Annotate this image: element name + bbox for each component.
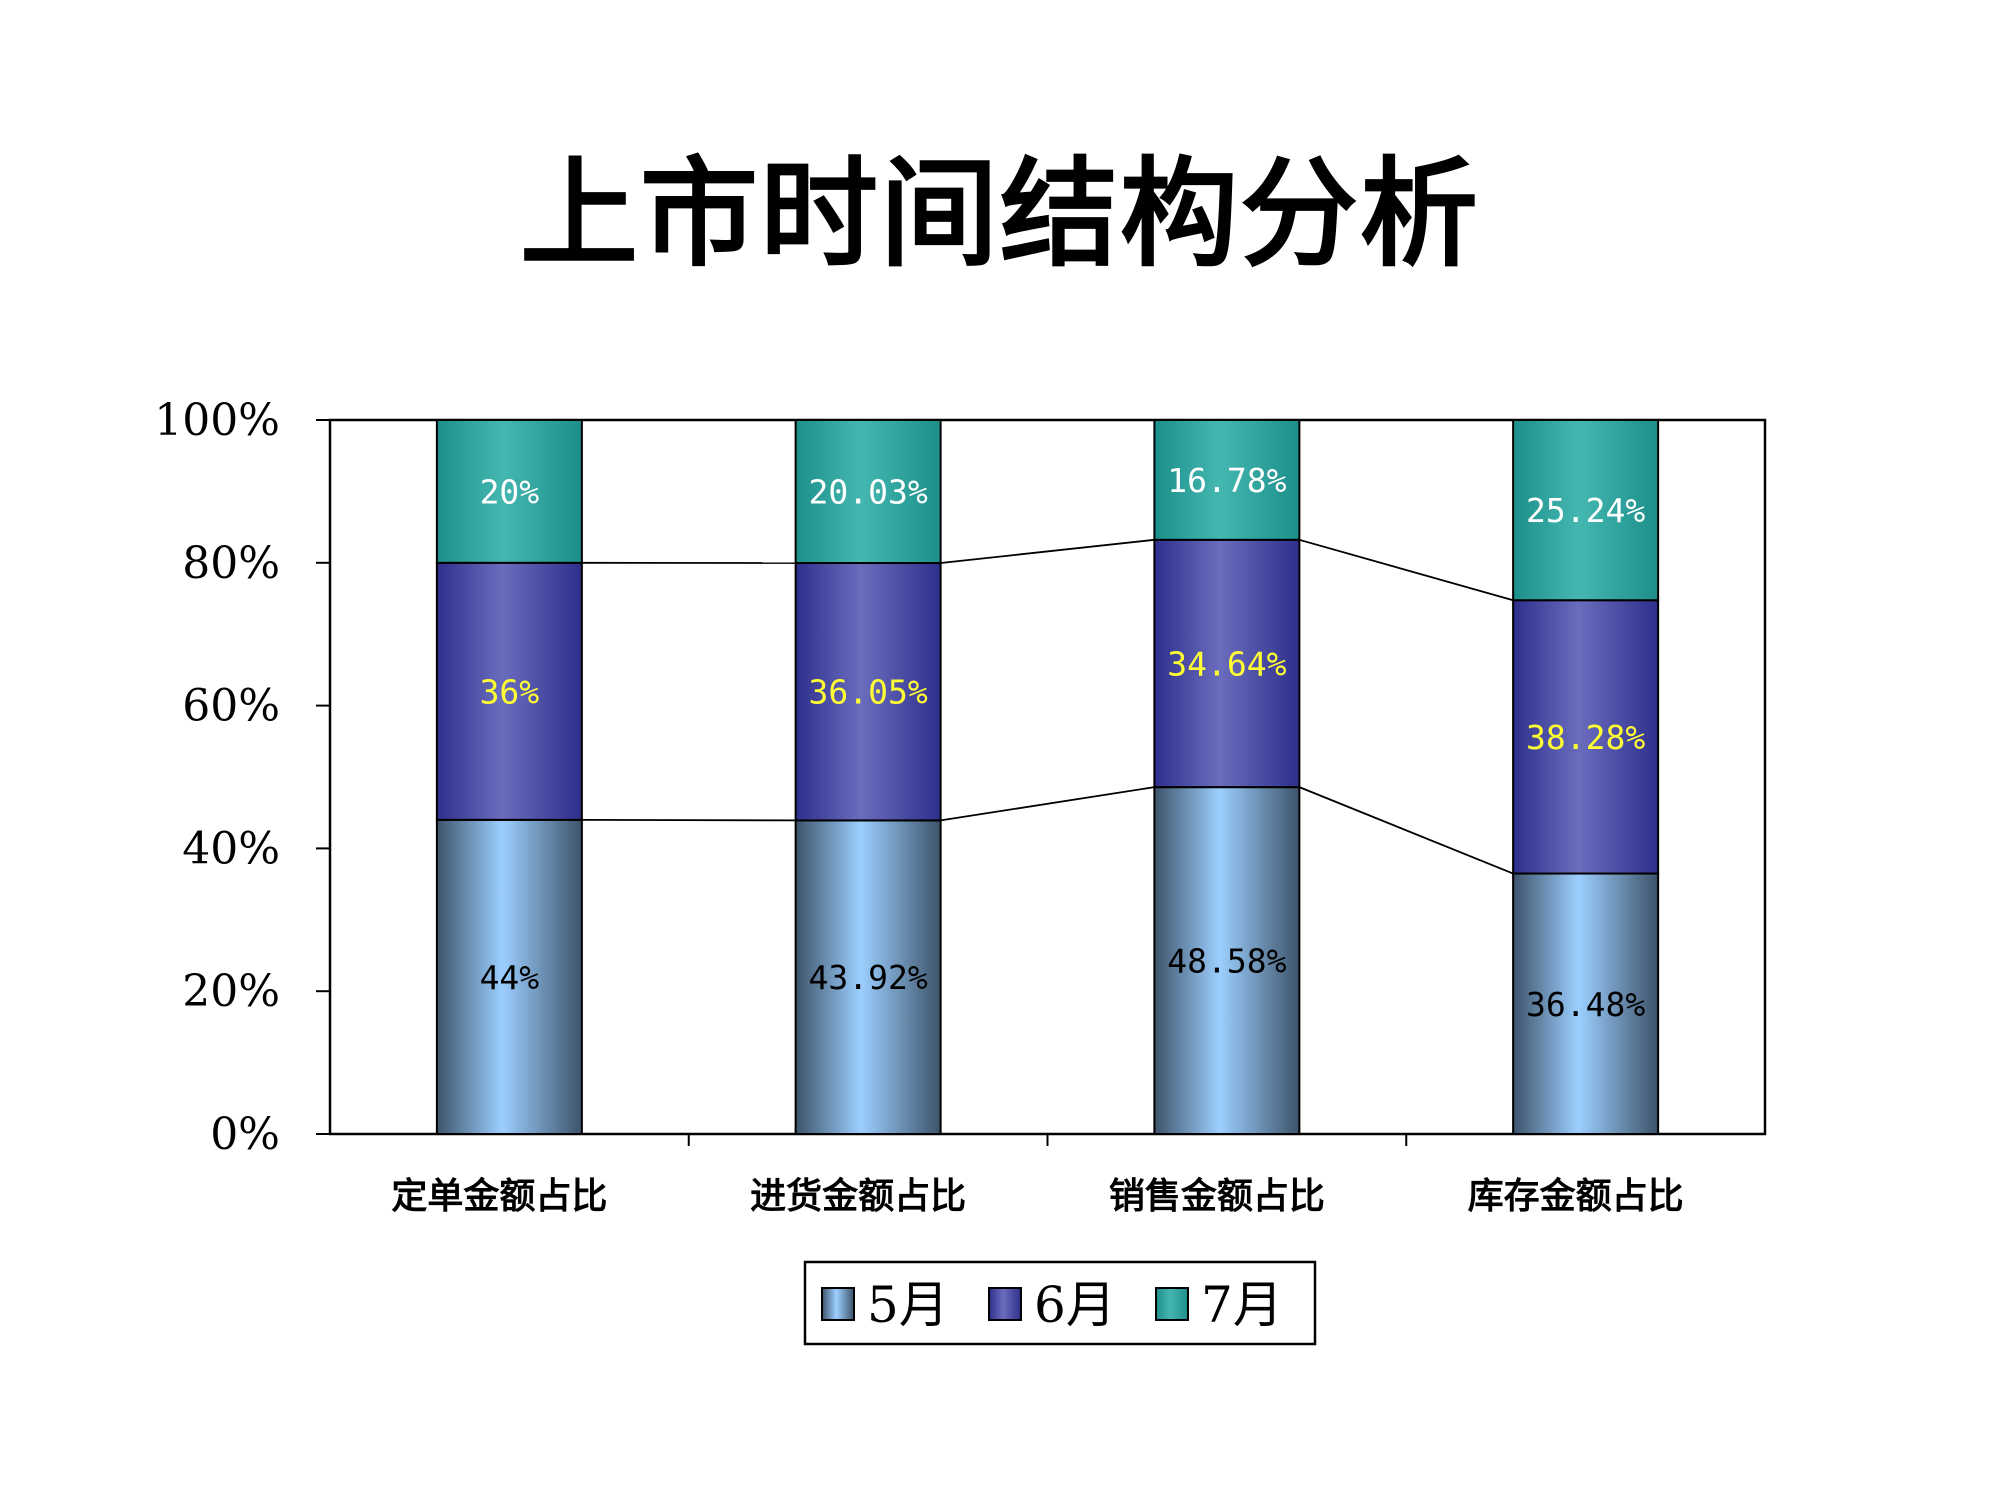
page-title: 上市时间结构分析: [519, 145, 1480, 283]
series-line: [940, 786, 1155, 822]
data-label: 20%: [480, 472, 540, 511]
x-category-label: 定单金额占比: [391, 1175, 607, 1217]
data-label: 48.58%: [1167, 942, 1286, 981]
bar-segment: [435, 419, 583, 564]
legend-swatch: [988, 1287, 1022, 1321]
legend: [803, 1260, 1317, 1346]
bar-segment: [1512, 872, 1660, 1135]
legend-label: 6月: [1034, 1276, 1116, 1334]
legend-swatch: [1155, 1287, 1189, 1321]
data-label: 38.28%: [1526, 718, 1645, 757]
data-label: 36.48%: [1526, 985, 1645, 1024]
legend-swatch: [821, 1287, 855, 1321]
data-label: 25.24%: [1526, 491, 1645, 530]
bar-segment: [1153, 538, 1301, 789]
legend-label: 7月: [1201, 1276, 1283, 1334]
x-category-label: 库存金额占比: [1468, 1175, 1684, 1217]
y-tick-label: 20%: [182, 966, 280, 1017]
data-label: 43.92%: [809, 958, 928, 997]
bar-segment: [1512, 419, 1660, 602]
y-tick-label: 80%: [182, 538, 280, 589]
bar-segment: [1153, 786, 1301, 1135]
data-label: 16.78%: [1167, 461, 1286, 500]
series-line: [581, 818, 796, 822]
y-tick-label: 40%: [182, 823, 280, 874]
bar-segment: [794, 419, 942, 565]
bar-segment: [435, 561, 583, 821]
data-label: 34.64%: [1167, 644, 1286, 683]
bar-segment: [1512, 599, 1660, 875]
y-tick-label: 0%: [210, 1109, 280, 1160]
x-category-label: 销售金额占比: [1109, 1175, 1325, 1217]
bar-segment: [1153, 419, 1301, 541]
series-line: [1299, 786, 1514, 875]
series-line: [1299, 538, 1514, 602]
data-label: 36%: [480, 672, 540, 711]
y-tick-label: 60%: [182, 681, 280, 732]
bar-segment: [794, 562, 942, 822]
bar-segment: [435, 818, 583, 1136]
y-tick-label: 100%: [154, 395, 280, 446]
data-label: 44%: [480, 958, 540, 997]
series-line: [940, 538, 1155, 564]
data-label: 36.05%: [809, 673, 928, 712]
data-label: 20.03%: [809, 473, 928, 512]
x-category-label: 进货金额占比: [750, 1175, 966, 1217]
legend-label: 5月: [867, 1276, 949, 1334]
bar-segment: [794, 819, 942, 1135]
